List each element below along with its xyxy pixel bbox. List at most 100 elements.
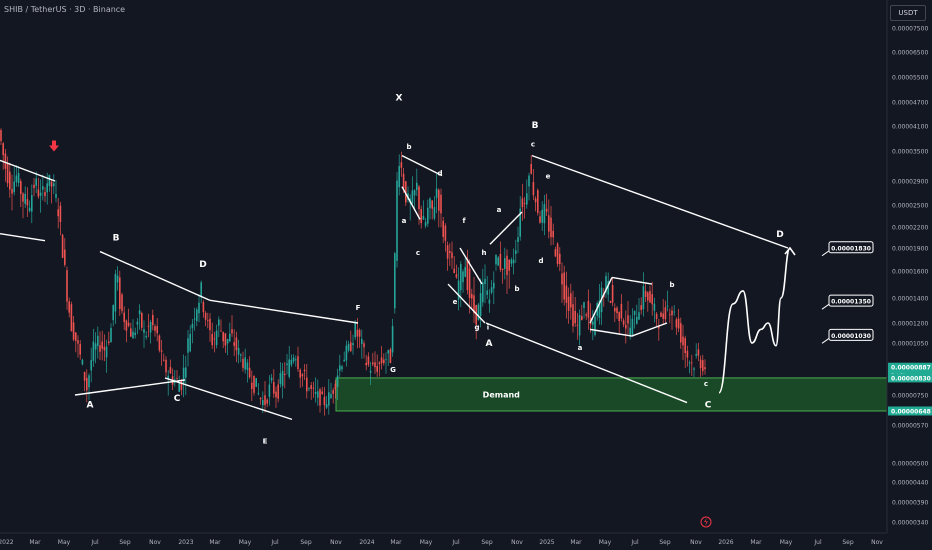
wave-label: d	[538, 257, 543, 265]
candle-body	[325, 404, 328, 408]
candle-body	[702, 360, 704, 372]
trendline	[447, 283, 486, 324]
candle-body	[567, 296, 570, 311]
candle-body	[499, 253, 502, 270]
candle-body	[94, 343, 97, 350]
time-axis-tick: Sep	[481, 539, 493, 546]
candle-body	[55, 193, 57, 198]
candle-body	[473, 295, 475, 314]
candle-body	[328, 392, 330, 406]
candle-body	[334, 383, 337, 390]
time-axis	[0, 533, 932, 550]
candle-body	[112, 304, 114, 321]
candle-body	[207, 320, 209, 321]
candle-body	[154, 326, 156, 331]
candle-body	[464, 267, 466, 277]
candle-body	[394, 253, 396, 309]
time-axis-tick: Jul	[813, 539, 822, 546]
candle-body	[396, 180, 398, 261]
candle-body	[308, 388, 310, 390]
candle-body	[0, 130, 2, 142]
time-axis-tick: Mar	[209, 539, 221, 546]
candle-body	[312, 387, 315, 389]
candle-body	[303, 369, 306, 372]
candle-body	[651, 294, 653, 305]
candle-body	[53, 183, 55, 187]
trendline	[485, 322, 688, 404]
candle-body	[594, 316, 596, 335]
candle-body	[460, 264, 462, 291]
candle-body	[332, 390, 334, 394]
candle-body	[253, 375, 255, 393]
price-axis-tick: 0.00001400	[892, 296, 928, 303]
candle-body	[90, 360, 92, 371]
wave-label: C	[705, 400, 712, 410]
candle-body	[288, 359, 290, 377]
time-axis-tick: May	[420, 539, 433, 546]
wave-label: c	[531, 141, 535, 149]
candle-body	[127, 322, 130, 326]
candle-body	[517, 237, 519, 243]
candle-body	[143, 329, 145, 333]
candle-body	[554, 249, 557, 257]
candle-body	[134, 332, 136, 336]
candle-body	[378, 362, 381, 364]
candle-body	[684, 338, 686, 354]
candle-body	[479, 293, 482, 317]
wave-label: g	[474, 323, 479, 331]
candle-body	[526, 193, 528, 205]
candle-body	[451, 252, 453, 259]
candle-body	[633, 310, 636, 315]
candle-body	[72, 322, 75, 340]
time-axis-tick: Nov	[149, 539, 161, 546]
trendline	[401, 186, 421, 220]
candle-body	[391, 326, 394, 353]
candle-body	[559, 253, 561, 265]
price-axis-tick: 0.00001600	[892, 269, 928, 276]
candle-body	[281, 370, 284, 386]
candle-body	[677, 318, 680, 329]
candle-body	[204, 312, 207, 320]
candle-body	[614, 308, 616, 312]
candle-body	[240, 354, 242, 356]
wave-label: b	[406, 143, 411, 151]
target-label-text: 0.00001030	[831, 333, 871, 340]
time-axis-tick: Mar	[29, 539, 41, 546]
candle-body	[299, 369, 301, 378]
candle-body	[550, 217, 552, 238]
candle-body	[435, 188, 438, 198]
trendline	[99, 250, 211, 301]
candle-body	[693, 368, 695, 370]
candle-body	[484, 278, 486, 285]
candle-body	[270, 377, 273, 381]
candle-body	[486, 290, 488, 295]
time-axis-tick: 2025	[539, 539, 554, 546]
candle-body	[638, 312, 640, 320]
candle-body	[132, 331, 134, 339]
candle-body	[251, 382, 253, 390]
candle-body	[658, 325, 660, 329]
candle-body	[213, 338, 216, 340]
candle-body	[413, 190, 416, 196]
candle-body	[237, 347, 240, 355]
candle-body	[310, 385, 312, 389]
candle-body	[279, 373, 282, 384]
candle-body	[130, 328, 132, 337]
currency-selector[interactable]: USDT	[890, 5, 926, 21]
candle-body	[233, 342, 235, 346]
wave-label: D	[776, 230, 783, 240]
candle-body	[466, 258, 469, 291]
wave-label: B	[532, 121, 539, 131]
time-axis-tick: 2024	[359, 539, 374, 546]
candle-body	[97, 335, 99, 347]
candle-body	[548, 215, 550, 232]
candle-body	[257, 393, 260, 394]
price-axis	[887, 0, 932, 533]
candle-body	[504, 258, 506, 269]
candle-body	[4, 153, 7, 169]
candle-body	[39, 192, 42, 196]
trendline	[589, 277, 613, 324]
candle-body	[141, 313, 143, 328]
price-marker	[888, 406, 932, 416]
